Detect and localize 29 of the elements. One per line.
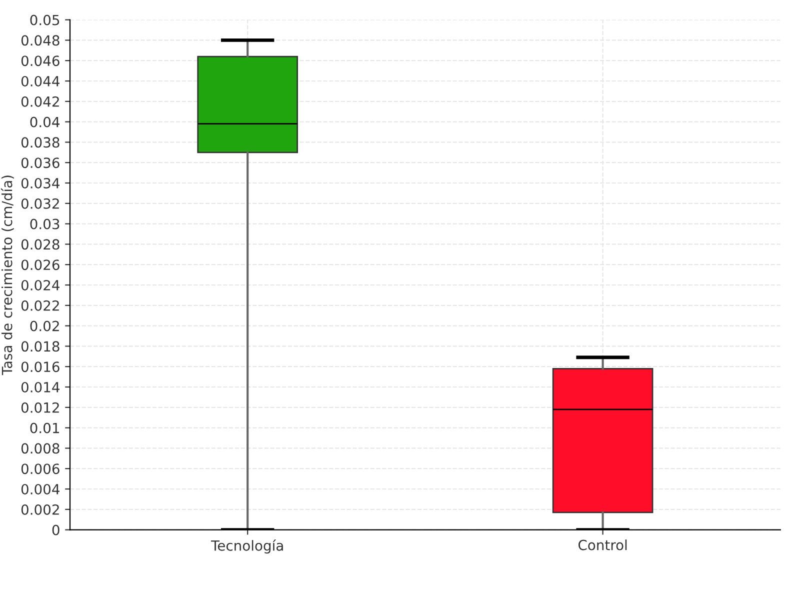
- y-tick-label: 0.05: [30, 14, 60, 26]
- y-tick-label: 0.036: [21, 158, 60, 168]
- y-tick-label: 0.038: [21, 137, 60, 148]
- y-tick-label: 0.006: [21, 464, 60, 474]
- y-tick-label: 0.048: [21, 35, 60, 46]
- y-tick-label: 0.01: [30, 422, 59, 434]
- y-tick-label: 0.018: [21, 341, 60, 352]
- y-tick-label: 0.016: [21, 362, 60, 372]
- y-tick-label: 0.046: [21, 56, 60, 66]
- x-tick-label: Control: [578, 540, 627, 550]
- y-tick-label: 0.032: [21, 198, 59, 209]
- y-tick-label: 0.028: [21, 239, 60, 250]
- y-tick-label: 0.014: [21, 382, 60, 392]
- y-tick-label: 0.026: [21, 260, 60, 270]
- y-tick-label: 0.044: [21, 76, 60, 86]
- y-tick-label: 0.012: [21, 402, 59, 413]
- y-tick-label: 0.034: [21, 178, 60, 188]
- y-axis-title: Tasa de crecimiento (cm/día): [0, 176, 14, 376]
- y-tick-label: 0.022: [21, 300, 59, 311]
- y-tick-label: 0.02: [30, 320, 59, 332]
- y-tick-label: 0: [52, 524, 60, 536]
- y-tick-label: 0.03: [30, 218, 60, 230]
- y-tick-label: 0.004: [21, 484, 60, 494]
- x-tick-label: Tecnología: [210, 540, 283, 554]
- y-tick-label: 0.042: [21, 96, 59, 107]
- y-tick-label: 0.04: [30, 116, 60, 128]
- y-tick-label: 0.002: [21, 504, 59, 515]
- y-tick-label: 0.024: [21, 280, 60, 290]
- y-tick-label: 0.008: [21, 443, 60, 454]
